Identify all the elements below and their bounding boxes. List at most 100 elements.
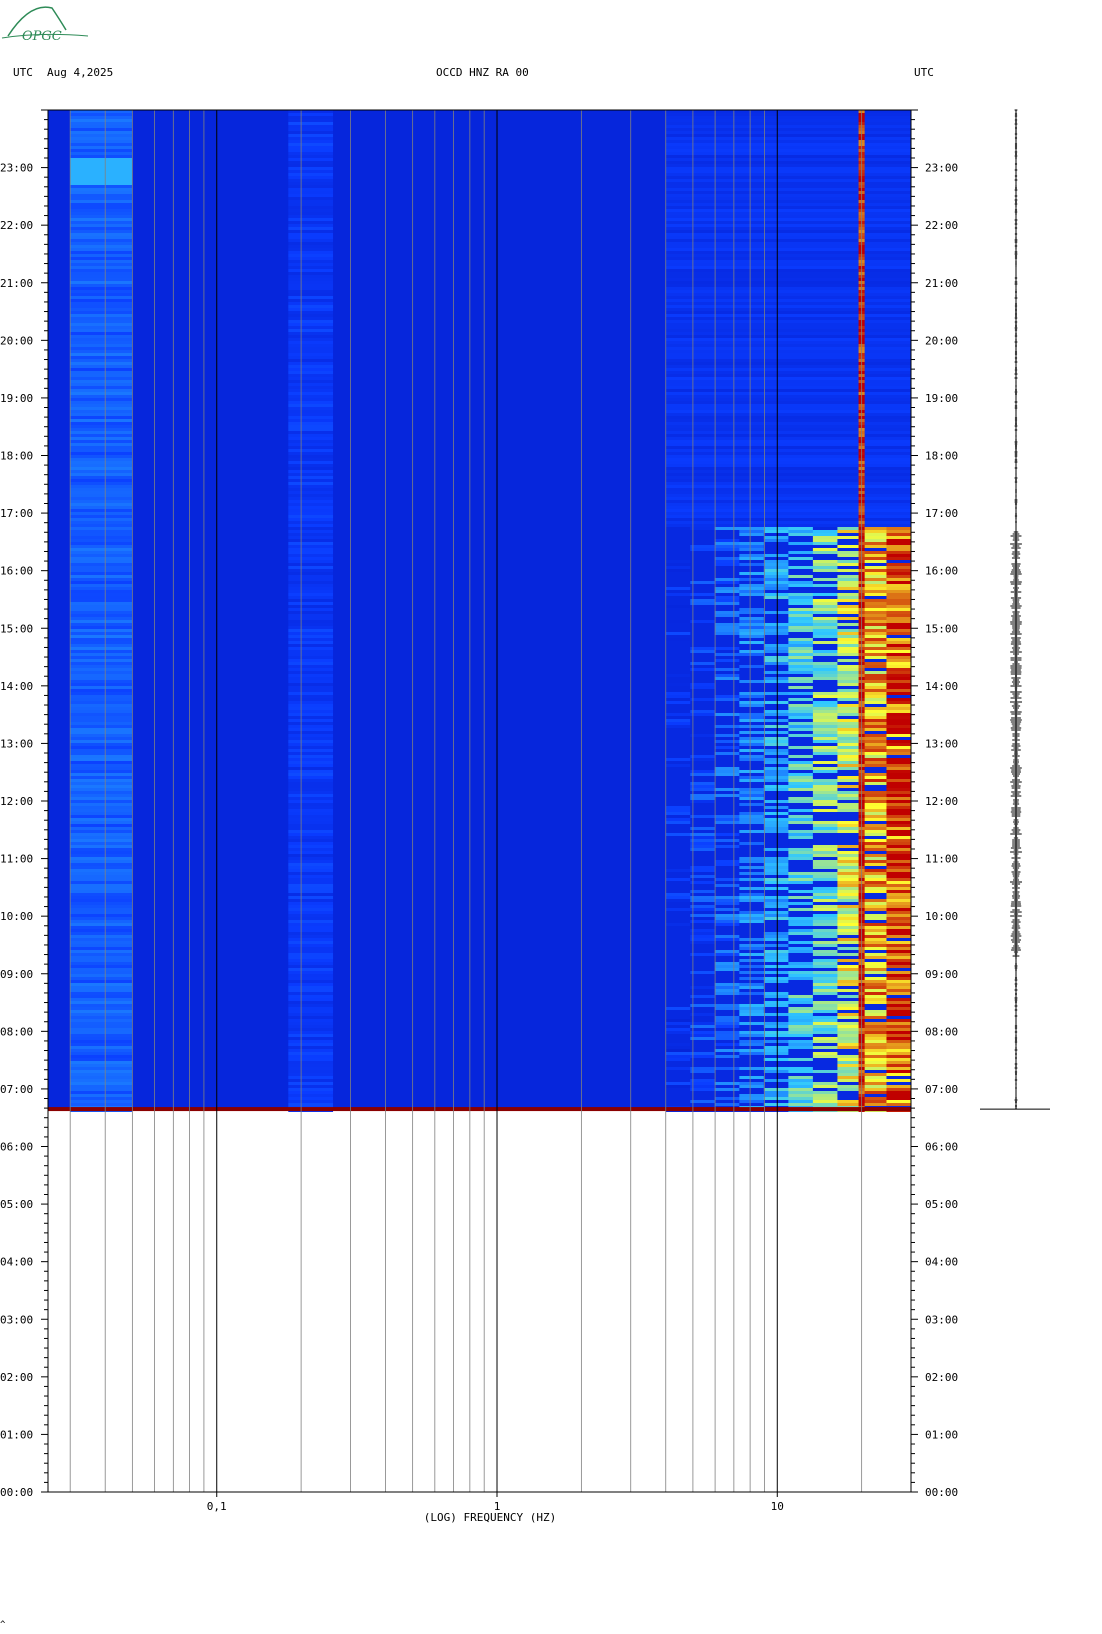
heatmap-cell [739, 932, 765, 935]
heatmap-cell [886, 902, 911, 905]
heatmap-cell [70, 320, 133, 323]
heatmap-cell [812, 704, 838, 707]
heatmap-cell [837, 812, 863, 815]
heatmap-cell [665, 650, 691, 653]
heatmap-cell [288, 557, 334, 560]
heatmap-cell [665, 485, 911, 488]
heatmap-cell [886, 644, 911, 647]
heatmap-cell [288, 389, 334, 392]
heatmap-cell [70, 293, 133, 296]
heatmap-cell [288, 419, 334, 422]
heatmap-cell [763, 596, 789, 599]
heatmap-cell [70, 965, 133, 968]
heatmap-cell [665, 440, 911, 443]
y-tick-label-right: 06:00 [925, 1141, 958, 1154]
heatmap-cell [665, 512, 911, 515]
heatmap-cell [763, 644, 789, 647]
heatmap-cell [788, 950, 814, 953]
heatmap-cell [70, 731, 133, 734]
heatmap-cell [788, 608, 814, 611]
heatmap-cell [837, 737, 863, 740]
heatmap-cell [665, 434, 911, 437]
heatmap-cell [690, 929, 716, 932]
heatmap-cell [665, 590, 691, 593]
heatmap-cell [788, 767, 814, 770]
heatmap-cell [788, 830, 814, 833]
heatmap-cell [714, 926, 740, 929]
heatmap-cell [739, 536, 765, 539]
heatmap-cell [665, 236, 911, 239]
heatmap-cell [886, 968, 911, 971]
heatmap-cell [763, 539, 789, 542]
heatmap-cell [288, 671, 334, 674]
heatmap-cell [714, 815, 740, 818]
heatmap-cell [690, 866, 716, 869]
heatmap-cell [763, 692, 789, 695]
heatmap-cell [690, 878, 716, 881]
heatmap-cell [763, 1046, 789, 1049]
heatmap-cell [288, 923, 334, 926]
heatmap-cell [861, 782, 887, 785]
heatmap-cell [739, 953, 765, 956]
heatmap-cell [714, 731, 740, 734]
heatmap-cell [288, 473, 334, 476]
heatmap-cell [837, 890, 863, 893]
heatmap-cell [288, 386, 334, 389]
heatmap-cell [288, 755, 334, 758]
heatmap-cell [288, 1034, 334, 1037]
heatmap-cell [739, 740, 765, 743]
heatmap-cell [812, 875, 838, 878]
heatmap-cell [788, 968, 814, 971]
heatmap-cell [886, 809, 911, 812]
heatmap-cell [714, 734, 740, 737]
heatmap-cell [763, 803, 789, 806]
heatmap-cell [861, 824, 887, 827]
heatmap-cell [70, 1004, 133, 1007]
heatmap-cell [837, 599, 863, 602]
heatmap-cell [665, 866, 691, 869]
heatmap-cell [288, 968, 334, 971]
heatmap-cell [714, 581, 740, 584]
heatmap-cell [837, 575, 863, 578]
heatmap-cell [812, 638, 838, 641]
heatmap-cell [690, 911, 716, 914]
heatmap-cell [788, 716, 814, 719]
y-tick-label-left: 07:00 [0, 1083, 33, 1096]
heatmap-cell [763, 713, 789, 716]
heatmap-cell [812, 797, 838, 800]
heatmap-cell [739, 878, 765, 881]
heatmap-cell [739, 755, 765, 758]
heatmap-cell [288, 152, 334, 155]
heatmap-cell [70, 905, 133, 908]
heatmap-cell [690, 983, 716, 986]
heatmap-cell [837, 839, 863, 842]
heatmap-cell [690, 848, 716, 851]
heatmap-cell [861, 1049, 887, 1052]
heatmap-cell [788, 818, 814, 821]
heatmap-cell [665, 383, 911, 386]
heatmap-cell [714, 1073, 740, 1076]
heatmap-cell [788, 1028, 814, 1031]
heatmap-cell [861, 896, 887, 899]
heatmap-cell [763, 941, 789, 944]
heatmap-cell [70, 899, 133, 902]
heatmap-cell [739, 701, 765, 704]
heatmap-cell [288, 503, 334, 506]
heatmap-cell [861, 1073, 887, 1076]
heatmap-cell [788, 803, 814, 806]
heatmap-cell [690, 1097, 716, 1100]
heatmap-cell [788, 866, 814, 869]
heatmap-cell [70, 647, 133, 650]
heatmap-cell [763, 662, 789, 665]
heatmap-cell [886, 1025, 911, 1028]
heatmap-cell [288, 776, 334, 779]
heatmap-cell [665, 533, 691, 536]
heatmap-cell [665, 1091, 691, 1094]
y-tick-label-right: 08:00 [925, 1025, 958, 1038]
heatmap-cell [714, 707, 740, 710]
heatmap-cell [739, 635, 765, 638]
heatmap-cell [665, 503, 911, 506]
heatmap-cell [739, 638, 765, 641]
heatmap-cell [763, 770, 789, 773]
heatmap-cell [288, 314, 334, 317]
